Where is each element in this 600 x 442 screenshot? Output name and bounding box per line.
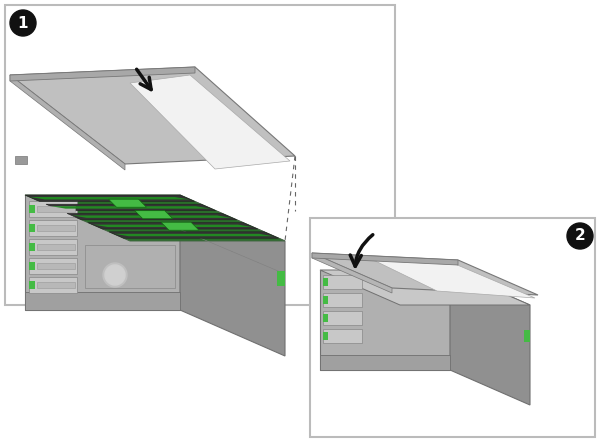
Polygon shape — [37, 206, 75, 212]
Polygon shape — [85, 245, 175, 288]
Circle shape — [567, 223, 593, 249]
Polygon shape — [67, 213, 236, 220]
Polygon shape — [37, 244, 75, 250]
Polygon shape — [29, 243, 35, 251]
Polygon shape — [323, 314, 328, 322]
Polygon shape — [37, 282, 75, 288]
Polygon shape — [320, 270, 530, 305]
Polygon shape — [320, 270, 450, 370]
Polygon shape — [29, 258, 77, 274]
Polygon shape — [29, 220, 77, 236]
Polygon shape — [180, 195, 285, 356]
Polygon shape — [93, 225, 253, 227]
Polygon shape — [29, 239, 77, 255]
Polygon shape — [323, 296, 328, 304]
Polygon shape — [277, 271, 285, 286]
Text: 2: 2 — [575, 229, 586, 244]
Polygon shape — [323, 332, 328, 340]
Circle shape — [105, 265, 125, 285]
Polygon shape — [367, 257, 535, 298]
Polygon shape — [10, 67, 295, 164]
Polygon shape — [29, 281, 35, 289]
Polygon shape — [323, 278, 328, 286]
Polygon shape — [312, 253, 392, 293]
Polygon shape — [46, 204, 216, 211]
Polygon shape — [323, 275, 362, 289]
Circle shape — [103, 263, 127, 287]
Polygon shape — [161, 222, 199, 230]
Bar — [5, 5, 395, 305]
Text: 1: 1 — [18, 15, 28, 30]
Polygon shape — [25, 195, 285, 241]
Polygon shape — [323, 293, 362, 307]
Polygon shape — [25, 292, 180, 310]
Polygon shape — [30, 197, 190, 199]
Polygon shape — [10, 75, 125, 170]
Polygon shape — [25, 195, 194, 202]
Polygon shape — [312, 253, 458, 265]
Polygon shape — [37, 263, 75, 269]
Polygon shape — [109, 232, 278, 238]
Polygon shape — [25, 195, 180, 310]
Circle shape — [10, 10, 36, 36]
Polygon shape — [29, 277, 77, 293]
Polygon shape — [524, 330, 530, 342]
Polygon shape — [130, 75, 290, 169]
Polygon shape — [88, 223, 258, 229]
Polygon shape — [29, 201, 77, 217]
Bar — [310, 218, 595, 437]
Polygon shape — [320, 355, 450, 370]
Polygon shape — [10, 67, 195, 81]
Polygon shape — [29, 205, 35, 213]
Polygon shape — [323, 329, 362, 343]
Polygon shape — [450, 270, 530, 405]
Polygon shape — [135, 211, 173, 219]
Polygon shape — [312, 253, 538, 295]
Polygon shape — [51, 206, 211, 209]
Polygon shape — [29, 224, 35, 232]
Polygon shape — [29, 262, 35, 270]
Polygon shape — [323, 311, 362, 325]
Polygon shape — [114, 234, 274, 236]
Polygon shape — [72, 215, 232, 218]
Polygon shape — [109, 199, 146, 207]
Bar — [15, 156, 27, 164]
Polygon shape — [37, 225, 75, 231]
